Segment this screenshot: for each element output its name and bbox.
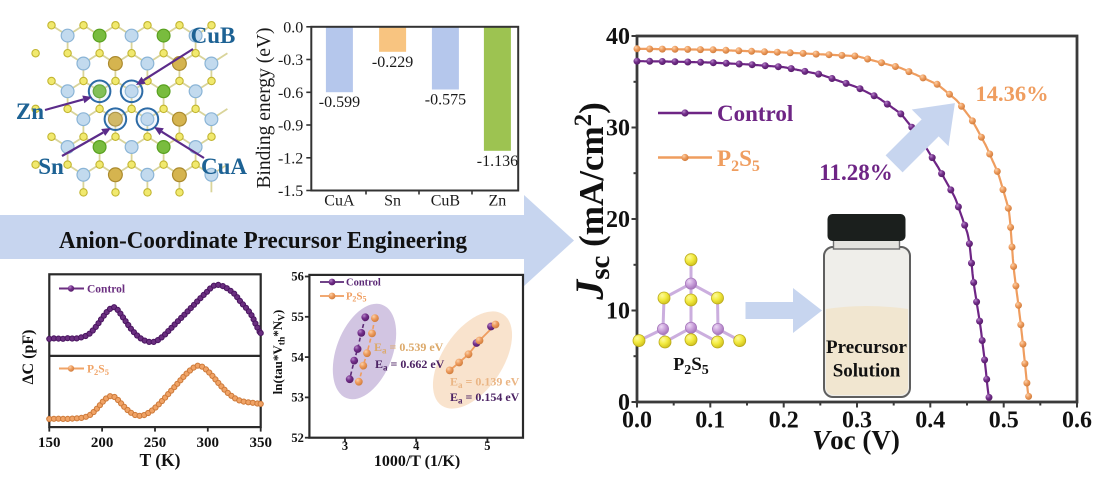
svg-text:0.4: 0.4: [915, 408, 945, 434]
svg-text:Solution: Solution: [833, 361, 901, 382]
svg-text:0.0: 0.0: [283, 19, 303, 36]
svg-text:Ea = 0.662 eV: Ea = 0.662 eV: [375, 357, 445, 373]
svg-text:CuB: CuB: [191, 23, 236, 48]
svg-text:250: 250: [144, 435, 167, 451]
svg-text:Anion-Coordinate Precursor Eng: Anion-Coordinate Precursor Engineering: [59, 228, 467, 254]
svg-text:P2S5: P2S5: [717, 146, 760, 175]
svg-text:14.36%: 14.36%: [975, 81, 1048, 106]
svg-text:0.0: 0.0: [622, 408, 652, 434]
svg-text:54: 54: [291, 350, 304, 364]
svg-text:Precursor: Precursor: [826, 337, 907, 358]
svg-text:Binding energy (eV): Binding energy (eV): [254, 27, 275, 188]
svg-text:-1.136: -1.136: [477, 153, 518, 170]
svg-text:-0.599: -0.599: [319, 94, 360, 111]
svg-text:0: 0: [618, 390, 630, 416]
svg-text:4: 4: [413, 439, 420, 453]
svg-text:T (K): T (K): [140, 450, 181, 470]
svg-text:Ea = 0.139 eV: Ea = 0.139 eV: [450, 375, 520, 391]
svg-text:5: 5: [484, 439, 490, 453]
svg-text:Sn: Sn: [38, 154, 64, 179]
svg-text:Control: Control: [87, 284, 125, 296]
svg-text:-1.2: -1.2: [278, 150, 303, 167]
svg-text:-0.575: -0.575: [425, 92, 466, 109]
svg-text:3: 3: [342, 439, 348, 453]
svg-text:0.3: 0.3: [842, 408, 872, 434]
svg-text:Zn: Zn: [16, 99, 44, 124]
svg-text:CuB: CuB: [431, 193, 460, 210]
svg-text:-1.5: -1.5: [278, 183, 303, 200]
svg-text:Ea = 0.154 eV: Ea = 0.154 eV: [450, 390, 520, 406]
svg-text:55: 55: [291, 310, 304, 324]
svg-text:CuA: CuA: [201, 154, 247, 179]
svg-text:CuA: CuA: [324, 193, 355, 210]
svg-text:-0.9: -0.9: [278, 118, 303, 135]
svg-text:300: 300: [197, 435, 220, 451]
svg-text:0.1: 0.1: [695, 408, 725, 434]
svg-text:53: 53: [291, 391, 304, 405]
svg-text:Ea = 0.539 eV: Ea = 0.539 eV: [374, 340, 444, 356]
svg-text:10: 10: [606, 299, 630, 325]
svg-text:200: 200: [91, 435, 114, 451]
svg-text:0.2: 0.2: [769, 408, 799, 434]
svg-text:40: 40: [606, 24, 630, 50]
svg-text:56: 56: [291, 270, 304, 284]
svg-text:1000/T (1/K): 1000/T (1/K): [374, 453, 460, 470]
svg-text:-0.229: -0.229: [372, 54, 413, 71]
svg-text:P2S5: P2S5: [87, 364, 109, 378]
svg-text:Control: Control: [717, 101, 793, 126]
svg-text:0.6: 0.6: [1062, 408, 1092, 434]
svg-text:30: 30: [606, 116, 630, 142]
svg-text:Voc (V): Voc (V): [812, 425, 900, 455]
svg-text:Control: Control: [346, 278, 381, 289]
svg-text:Sn: Sn: [384, 193, 401, 210]
svg-text:Jsc (mA/cm2): Jsc (mA/cm2): [567, 102, 616, 301]
svg-text:52: 52: [291, 431, 304, 445]
svg-text:ΔC (pF): ΔC (pF): [20, 330, 37, 385]
svg-text:11.28%: 11.28%: [819, 160, 892, 185]
svg-text:-0.3: -0.3: [278, 52, 303, 69]
svg-text:20: 20: [606, 207, 630, 233]
svg-text:ln(tau*Vth*NV): ln(tau*Vth*NV): [270, 310, 288, 395]
svg-text:Zn: Zn: [489, 193, 507, 210]
svg-text:150: 150: [38, 435, 61, 451]
svg-text:P2S5: P2S5: [346, 291, 367, 304]
svg-text:-0.6: -0.6: [278, 85, 303, 102]
svg-text:350: 350: [249, 435, 272, 451]
svg-text:0.5: 0.5: [989, 408, 1019, 434]
